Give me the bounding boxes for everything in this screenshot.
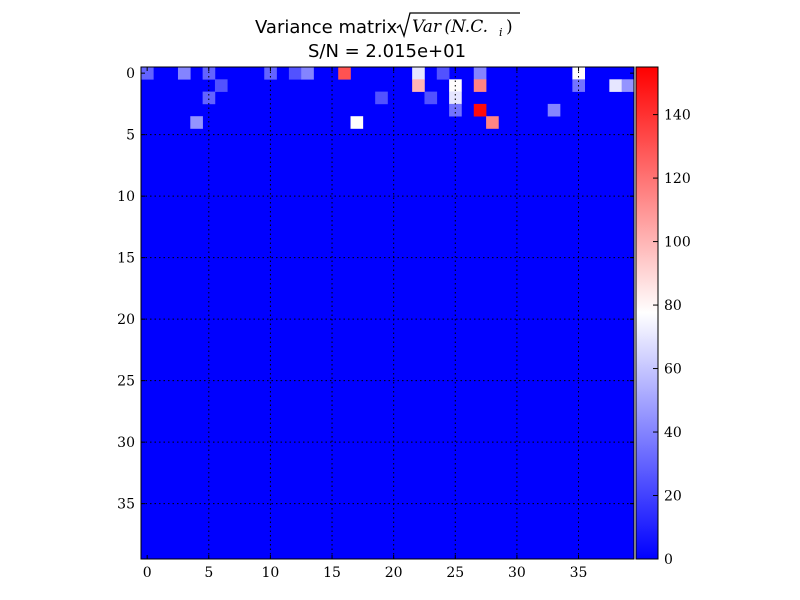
- heatmap-cell: [214, 79, 228, 92]
- y-tick-label: 20: [117, 312, 135, 328]
- x-tick-label: 15: [323, 565, 341, 581]
- chart-title-radicand: Var (N.C.: [412, 17, 488, 37]
- heatmap-cell: [621, 79, 635, 92]
- heatmap-cell: [190, 116, 203, 129]
- heatmap-cell: [288, 67, 302, 80]
- heatmap-cell: [338, 67, 351, 80]
- sqrt-radical: [396, 12, 520, 39]
- heatmap-cell: [449, 91, 462, 105]
- colorbar: 0 20 40 60 80 100 120 140: [635, 66, 691, 568]
- heatmap-cell: [264, 67, 277, 80]
- x-tick-label: 10: [261, 565, 279, 581]
- heatmap-cell: [449, 103, 462, 117]
- heatmap-plot-area: 0 5 10 15 20 25 30 35 0 5 10 15 20 25 30 35: [117, 66, 635, 581]
- heatmap-cell: [486, 116, 499, 129]
- y-tick-label: 15: [117, 251, 135, 267]
- heatmap-cell: [473, 79, 487, 92]
- x-tick-label: 20: [385, 565, 403, 581]
- chart-subtitle: S/N = 2.015e+01: [308, 41, 466, 62]
- heatmap-cell: [177, 67, 191, 80]
- heatmap-cell: [609, 79, 622, 92]
- y-tick-label: 5: [126, 128, 135, 144]
- x-axis-ticks: 0 5 10 15 20 25 30 35: [143, 67, 588, 581]
- heatmap-cell: [202, 67, 216, 80]
- colorbar-tick-label: 140: [664, 108, 691, 124]
- chart-title-close: ): [506, 17, 513, 37]
- y-axis-ticks: 0 5 10 15 20 25 30 35: [117, 66, 634, 513]
- heatmap-cell: [572, 67, 585, 80]
- heatmap-cell: [412, 67, 425, 80]
- heatmap-cell: [202, 91, 216, 105]
- y-tick-label: 0: [126, 66, 135, 82]
- chart-title-text: Variance matrix: [255, 17, 398, 38]
- x-tick-label: 35: [570, 565, 588, 581]
- grid-lines: [141, 67, 634, 559]
- plot-frame: [140, 66, 635, 560]
- y-tick-label: 10: [117, 189, 135, 205]
- x-tick-label: 0: [143, 565, 152, 581]
- heatmap-cell: [547, 103, 561, 117]
- x-tick-label: 30: [508, 565, 526, 581]
- y-tick-label: 30: [117, 435, 135, 451]
- heatmap-cell: [375, 91, 388, 105]
- colorbar-gradient: [635, 66, 659, 560]
- heatmap-background: [141, 67, 634, 559]
- colorbar-tick-label: 60: [664, 362, 682, 378]
- colorbar-tick-label: 0: [664, 552, 673, 568]
- colorbar-tick-label: 80: [664, 298, 682, 314]
- heatmap-cell: [141, 67, 154, 80]
- x-tick-label: 5: [204, 565, 213, 581]
- heatmap-cell: [424, 91, 438, 105]
- heatmap-cell: [473, 103, 487, 117]
- heatmap-cell: [473, 67, 487, 80]
- colorbar-ticks: 0 20 40 60 80 100 120 140: [653, 108, 691, 568]
- heatmap-cell: [350, 116, 364, 129]
- colorbar-tick-label: 100: [664, 235, 691, 251]
- heatmap-cell: [436, 67, 450, 80]
- chart-title-subscript: i: [499, 26, 503, 39]
- colorbar-tick-label: 120: [664, 171, 691, 187]
- y-tick-label: 35: [117, 497, 135, 513]
- chart-title: Variance matrix Var (N.C. i ): [255, 12, 520, 39]
- colorbar-tick-label: 20: [664, 489, 682, 505]
- y-tick-label: 25: [117, 374, 135, 390]
- heatmap-cell: [301, 67, 314, 80]
- colorbar-tick-label: 40: [664, 425, 682, 441]
- heatmap-cell: [412, 79, 425, 92]
- x-tick-label: 25: [446, 565, 464, 581]
